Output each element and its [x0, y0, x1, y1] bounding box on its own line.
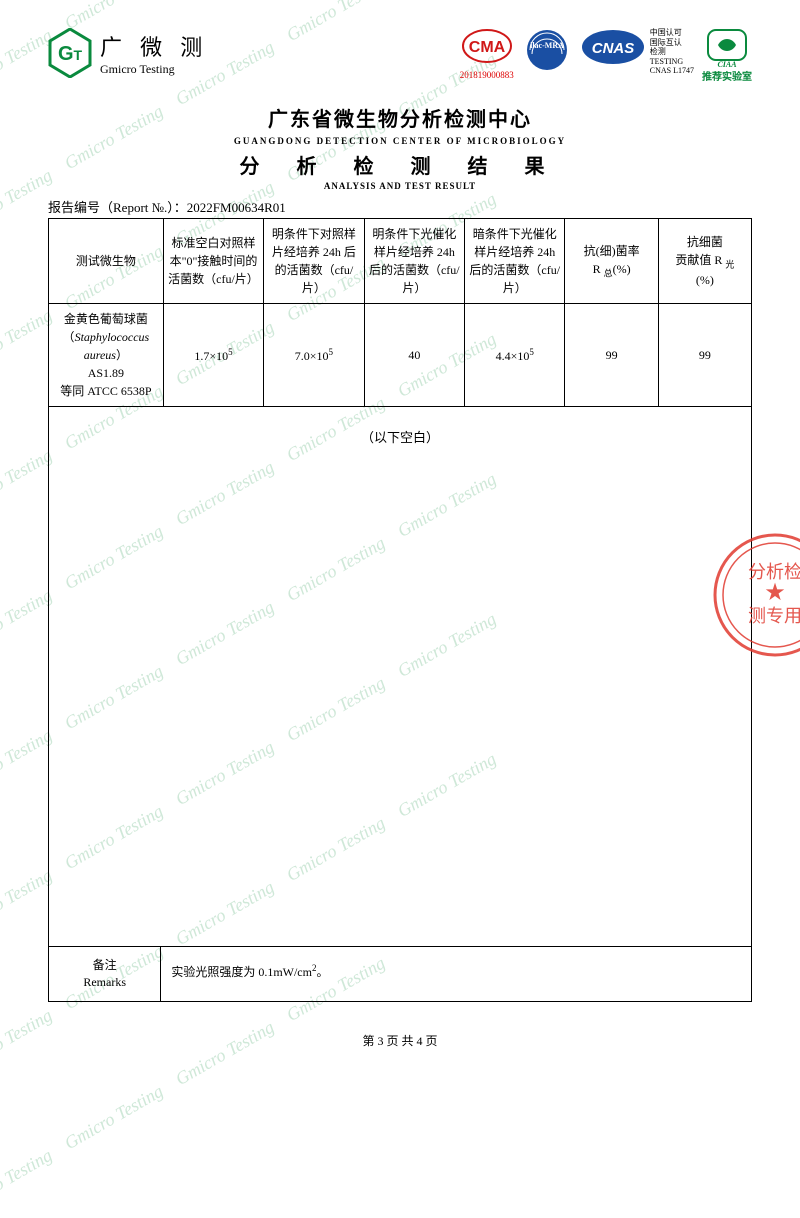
cnas-side-2: 检测	[650, 47, 694, 57]
ilac-icon: ilac-MRA	[522, 28, 572, 72]
cnas-side-1: 国际互认	[650, 38, 694, 48]
c2-exp: 5	[329, 347, 334, 357]
svg-text:CIAA: CIAA	[717, 60, 737, 68]
cert-cma: CMA 201819000883	[460, 28, 514, 80]
th-col4: 暗条件下光催化样片经培养 24h 后的活菌数（cfu/片）	[465, 219, 565, 304]
svg-text:CMA: CMA	[469, 39, 506, 56]
cell-organism: 金黄色葡萄球菌 （Staphylococcus aureus） AS1.89 等…	[49, 304, 164, 407]
c4-base: 4.4×10	[496, 349, 530, 363]
org-sci: Staphylococcus aureus	[75, 330, 150, 362]
org-line1: 金黄色葡萄球菌	[64, 312, 148, 326]
cell-c2: 7.0×105	[264, 304, 364, 407]
cell-c4: 4.4×105	[465, 304, 565, 407]
svg-text:CNAS: CNAS	[592, 40, 635, 57]
red-stamp: 分析检 测专用 ★	[710, 530, 800, 660]
cnas-side-3: TESTING	[650, 57, 694, 67]
cnas-side-0: 中国认可	[650, 28, 694, 38]
org-close: ）	[116, 348, 128, 362]
title-block: 广东省微生物分析检测中心 GUANGDONG DETECTION CENTER …	[48, 103, 752, 191]
svg-text:分析检: 分析检	[748, 562, 800, 582]
cell-c3: 40	[364, 304, 464, 407]
org-line3: AS1.89	[88, 366, 124, 380]
remarks-content: 实验光照强度为 0.1mW/cm2。	[161, 947, 751, 1001]
blank-area: （以下空白）	[48, 407, 752, 947]
th-col1: 标准空白对照样本"0"接触时间的活菌数（cfu/片）	[163, 219, 263, 304]
org-line4: 等同 ATCC 6538P	[60, 384, 151, 398]
report-no-label: 报告编号（Report №.）：	[48, 200, 187, 215]
cert-ilac: ilac-MRA	[522, 28, 572, 72]
header: GT 广 微 测 Gmicro Testing CMA 201819000883	[48, 28, 752, 83]
company-logo: GT 广 微 测 Gmicro Testing	[48, 28, 208, 78]
logo-text-en: Gmicro Testing	[100, 62, 208, 77]
report-no-value: 2022FM00634R01	[187, 200, 286, 215]
report-number: 报告编号（Report №.）：2022FM00634R01	[48, 197, 752, 216]
blank-label: （以下空白）	[361, 430, 439, 445]
th-organism: 测试微生物	[49, 219, 164, 304]
table-header-row: 测试微生物 标准空白对照样本"0"接触时间的活菌数（cfu/片） 明条件下对照样…	[49, 219, 752, 304]
cnas-side-4: CNAS L1747	[650, 66, 694, 76]
c1-base: 1.7×10	[194, 349, 228, 363]
c2-base: 7.0×10	[295, 349, 329, 363]
cnas-side-text: 中国认可 国际互认 检测 TESTING CNAS L1747	[650, 28, 694, 76]
title-result-en: ANALYSIS AND TEST RESULT	[48, 181, 752, 191]
ciaa-icon: CIAA	[704, 28, 750, 68]
cma-icon: CMA	[461, 28, 513, 68]
c1-exp: 5	[228, 347, 233, 357]
th-col3: 明条件下光催化样片经培养 24h 后的活菌数（cfu/片）	[364, 219, 464, 304]
th-col5: 抗(细)菌率R 总(%)	[565, 219, 658, 304]
results-table: 测试微生物 标准空白对照样本"0"接触时间的活菌数（cfu/片） 明条件下对照样…	[48, 218, 752, 407]
cma-number: 201819000883	[460, 70, 514, 80]
remarks-en: Remarks	[83, 975, 126, 989]
svg-text:GT: GT	[58, 43, 83, 65]
logo-text-cn: 广 微 测	[100, 30, 208, 62]
svg-text:★: ★	[764, 580, 786, 606]
th-col6: 抗细菌贡献值 R 光(%)	[658, 219, 751, 304]
org-open: （	[63, 330, 75, 344]
remarks-cn: 备注	[93, 958, 117, 972]
remarks-label: 备注 Remarks	[49, 947, 161, 1001]
cert-cnas: CNAS 中国认可 国际互认 检测 TESTING CNAS L1747	[580, 28, 694, 76]
cert-row: CMA 201819000883 ilac-MRA CNAS 中国认可	[460, 28, 752, 83]
title-main-cn: 广东省微生物分析检测中心	[48, 103, 752, 132]
th-col2: 明条件下对照样片经培养 24h 后的活菌数（cfu/片）	[264, 219, 364, 304]
remarks-row: 备注 Remarks 实验光照强度为 0.1mW/cm2。	[48, 947, 752, 1002]
svg-text:测专用: 测专用	[748, 606, 800, 626]
cnas-icon: CNAS	[580, 28, 646, 66]
cell-c5: 99	[565, 304, 658, 407]
cert-ciaa: CIAA 推荐实验室	[702, 28, 752, 83]
cell-c1: 1.7×105	[163, 304, 263, 407]
remarks-suffix: 。	[316, 965, 328, 979]
page-footer: 第 3 页 共 4 页	[48, 1032, 752, 1049]
cell-c6: 99	[658, 304, 751, 407]
remarks-prefix: 实验光照强度为 0.1mW/cm	[171, 965, 312, 979]
title-result-cn: 分 析 检 测 结 果	[48, 150, 752, 179]
table-row: 金黄色葡萄球菌 （Staphylococcus aureus） AS1.89 等…	[49, 304, 752, 407]
ciaa-caption: 推荐实验室	[702, 68, 752, 83]
gt-hex-icon: GT	[48, 28, 92, 78]
c4-exp: 5	[529, 347, 534, 357]
svg-text:ilac-MRA: ilac-MRA	[530, 41, 564, 50]
title-sub-en: GUANGDONG DETECTION CENTER OF MICROBIOLO…	[48, 136, 752, 146]
